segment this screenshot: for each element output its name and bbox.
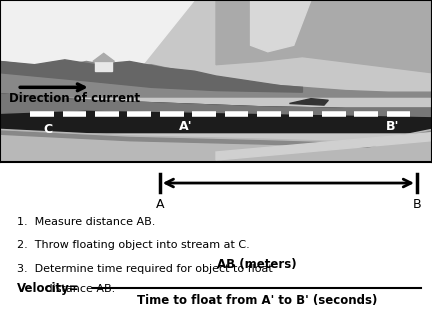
Text: C: C (43, 123, 52, 136)
Polygon shape (0, 0, 194, 89)
Polygon shape (0, 60, 302, 92)
Polygon shape (0, 131, 432, 147)
Text: 3.  Determine time required for object to float: 3. Determine time required for object to… (17, 264, 273, 274)
Text: B': B' (386, 121, 400, 133)
Polygon shape (0, 0, 432, 162)
Text: 2.  Throw floating object into stream at C.: 2. Throw floating object into stream at … (17, 240, 250, 250)
Text: B: B (413, 198, 421, 211)
Text: Time to float from A' to B' (seconds): Time to float from A' to B' (seconds) (137, 294, 377, 307)
Text: A: A (156, 198, 164, 211)
Polygon shape (0, 94, 432, 113)
Polygon shape (0, 94, 432, 133)
Polygon shape (95, 62, 112, 71)
Text: Direction of current: Direction of current (9, 92, 140, 105)
Polygon shape (251, 0, 311, 52)
Polygon shape (216, 133, 432, 160)
Text: AB (meters): AB (meters) (217, 257, 297, 271)
Text: Velocity=: Velocity= (17, 282, 80, 295)
Polygon shape (0, 129, 432, 162)
Polygon shape (93, 53, 114, 62)
Polygon shape (0, 94, 432, 116)
Text: A': A' (179, 121, 193, 133)
Text: distance AB.: distance AB. (28, 284, 115, 294)
Polygon shape (216, 0, 432, 73)
Text: 1.  Measure distance AB.: 1. Measure distance AB. (17, 217, 156, 226)
Polygon shape (0, 62, 432, 97)
Polygon shape (289, 99, 328, 105)
